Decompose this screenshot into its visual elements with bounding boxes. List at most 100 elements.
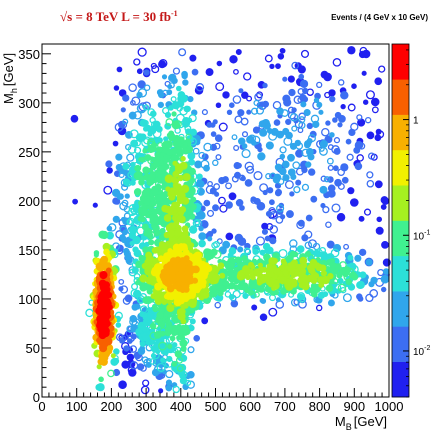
heatmap-cell (233, 144, 240, 151)
heatmap-cell (169, 270, 176, 277)
heatmap-cell (274, 189, 282, 197)
heatmap-cell (218, 122, 228, 132)
heatmap-cell (225, 201, 233, 209)
heatmap-cell (147, 311, 154, 319)
heatmap-cell (126, 153, 135, 162)
heatmap-cell (123, 345, 130, 352)
heatmap-cell (179, 94, 188, 103)
heatmap-cell (212, 204, 219, 212)
heatmap-cell (261, 266, 268, 273)
heatmap-cell (234, 115, 243, 124)
heatmap-cell (276, 204, 285, 213)
y-axis-title: Mh[GeV] (1, 53, 19, 104)
y-ticks: 0 50 100 150 200 250 300 350 (18, 43, 51, 405)
heatmap-cell (173, 229, 182, 237)
heatmap-cell (310, 276, 318, 284)
heatmap-cell (232, 95, 242, 104)
heatmap-cell (237, 246, 244, 253)
color-scale-frame (391, 43, 410, 398)
heatmap-cell (163, 214, 172, 222)
heatmap-cell (246, 95, 253, 102)
heatmap-cell (306, 138, 313, 145)
heatmap-cell (124, 193, 130, 199)
heatmap-cell (142, 188, 151, 197)
heatmap-cell (106, 225, 113, 232)
heatmap-cell (308, 266, 316, 275)
heatmap-cell (209, 143, 217, 151)
heatmap-cell (250, 107, 259, 115)
x-tick-label: 300 (135, 399, 157, 414)
heatmap-cell (327, 299, 335, 307)
heatmap-cell (222, 176, 229, 183)
y-tick-label: 0 (33, 390, 40, 405)
heatmap-cell (151, 65, 160, 74)
heatmap-cell (231, 134, 238, 141)
heatmap-cell (305, 214, 313, 222)
heatmap-cell (210, 131, 217, 137)
heatmap-cell (315, 304, 323, 312)
heatmap-cell (337, 277, 344, 285)
heatmap-cell (152, 304, 158, 310)
heatmap-cell (289, 113, 299, 122)
heatmap-cell (139, 283, 148, 292)
x-tick-label: 500 (205, 399, 227, 414)
heatmap-cell (115, 333, 124, 342)
y-tick-label: 350 (18, 47, 40, 62)
heatmap-cell (140, 207, 149, 216)
heatmap-cell (340, 286, 347, 294)
heatmap-cell (134, 164, 142, 172)
heatmap-cell (260, 119, 268, 127)
heatmap-cell (354, 141, 364, 150)
x-tick-label: 900 (343, 399, 365, 414)
heatmap-cell (340, 104, 346, 110)
heatmap-cell (347, 187, 355, 195)
heatmap-cell (236, 162, 242, 169)
heatmap-cell (300, 49, 310, 58)
heatmap-cell (259, 128, 268, 137)
heatmap-cell (193, 334, 200, 342)
heatmap-cell (171, 177, 179, 184)
heatmap-cell (244, 179, 253, 187)
heatmap-cell (175, 166, 183, 174)
heatmap-cell (119, 285, 129, 294)
heatmap-cell (307, 153, 315, 161)
heatmap-cell (301, 274, 310, 283)
heatmap-cell (168, 105, 174, 111)
heatmap-cell (325, 120, 331, 126)
heatmap-cell (167, 248, 173, 254)
heatmap-cell (297, 293, 305, 301)
heatmap-cell (343, 243, 350, 250)
heatmap-cell (126, 353, 135, 361)
heatmap-cell (96, 264, 104, 272)
heatmap-cell (291, 61, 299, 70)
heatmap-cell (137, 134, 144, 141)
x-tick-label: 400 (170, 399, 192, 414)
heatmap-cell (338, 115, 346, 123)
heatmap-cell (302, 87, 309, 95)
heatmap-cell (356, 154, 364, 162)
heatmap-cell (112, 140, 119, 147)
heatmap-cell (105, 160, 113, 168)
heatmap-cell (133, 289, 142, 298)
heatmap-cell (204, 253, 212, 261)
heatmap-cell (362, 99, 369, 105)
heatmap-cell (177, 368, 186, 377)
heatmap-cell (175, 271, 181, 278)
heatmap-cell (176, 323, 182, 330)
heatmap-cell (129, 240, 135, 246)
heatmap-cell (345, 278, 352, 285)
heatmap-cell (164, 111, 172, 118)
heatmap-cell (187, 346, 195, 354)
heatmap-cell (166, 132, 173, 138)
heatmap-cell (336, 271, 343, 279)
heatmap-cell (299, 79, 309, 88)
heatmap-cell (154, 194, 163, 203)
heatmap-cell (177, 261, 186, 270)
heatmap-cell (178, 48, 187, 57)
heatmap-cell (110, 357, 119, 366)
heatmap-cell (340, 91, 349, 100)
y-tick-label: 150 (18, 243, 40, 258)
heatmap-cell (182, 173, 191, 182)
x-tick-label: 1000 (375, 399, 404, 414)
